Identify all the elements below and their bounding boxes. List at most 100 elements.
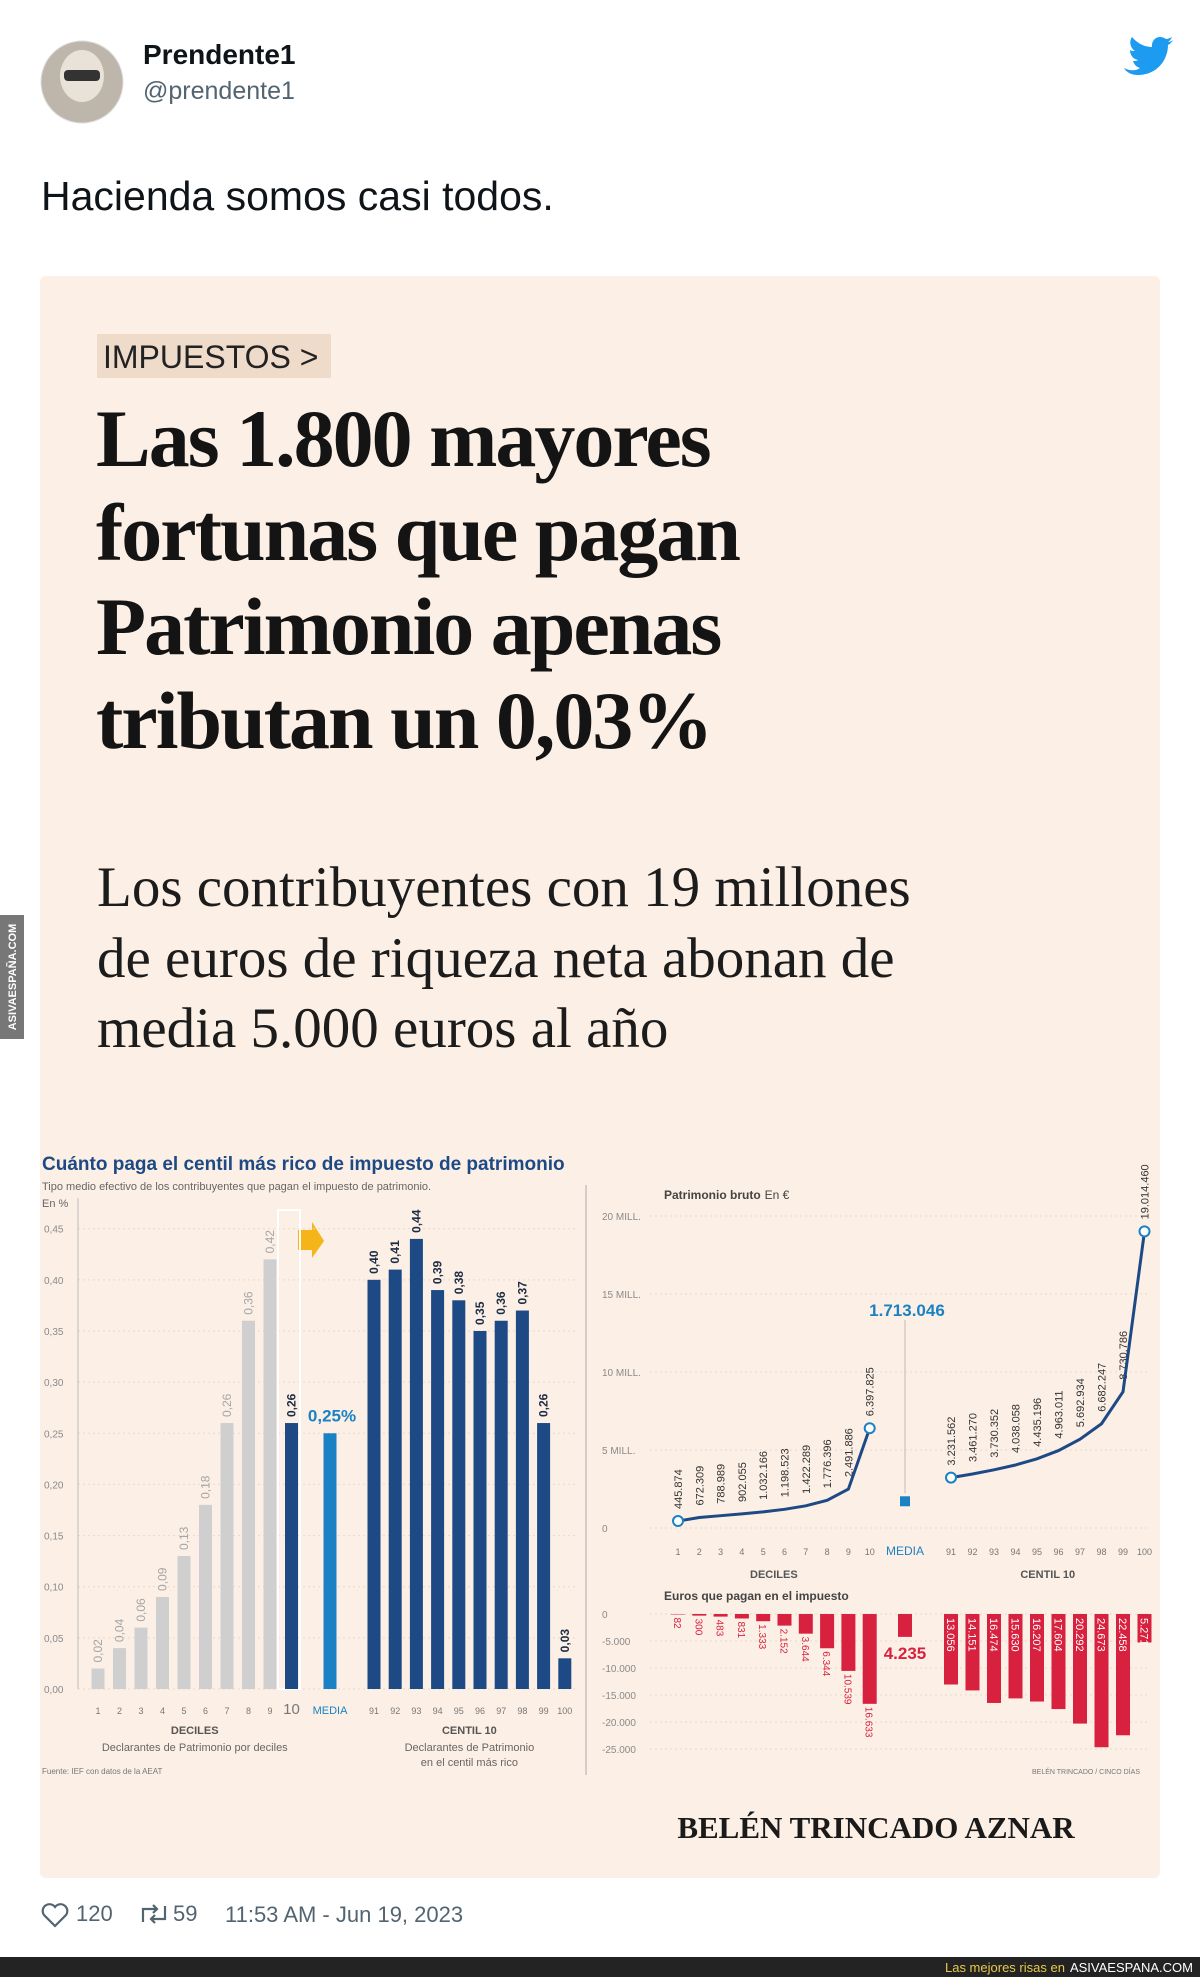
end-point (945, 1471, 957, 1484)
x-tick-label: 7 (803, 1547, 808, 1557)
bar (388, 1269, 402, 1689)
x-tick-label: 8 (246, 1706, 251, 1716)
subtitle: Los contribuyentes con 19 millones de eu… (97, 856, 911, 1060)
y-tick-label: 0,45 (44, 1225, 64, 1236)
value-label: 0,44 (409, 1209, 423, 1233)
x-tick-label: 10 (865, 1547, 875, 1557)
value-label: 3.730.352 (989, 1409, 1001, 1458)
end-point (863, 1422, 876, 1435)
y-tick-label: -20.000 (602, 1718, 636, 1729)
like-icon[interactable] (41, 1903, 69, 1928)
y-tick-label: -10.000 (602, 1664, 636, 1675)
headline-line: Las 1.800 mayores (96, 393, 710, 484)
group-caption: en el centil más rico (421, 1757, 518, 1769)
bar (431, 1290, 445, 1689)
bar (756, 1614, 771, 1622)
tweet-image[interactable] (40, 276, 1160, 1878)
value-label: 0,41 (388, 1240, 402, 1264)
x-tick-label: 3 (718, 1547, 723, 1557)
y-tick-label: -15.000 (602, 1691, 636, 1702)
x-tick-label: 98 (517, 1706, 527, 1716)
value-label: 24.673 (1095, 1618, 1107, 1652)
bar (134, 1627, 148, 1689)
y-tick-label: 0 (602, 1524, 608, 1535)
value-label: 4.038.058 (1011, 1404, 1023, 1453)
y-tick-label: 20 MILL. (602, 1212, 641, 1223)
y-tick-label: 0 (602, 1610, 608, 1621)
x-tick-label: 94 (433, 1706, 443, 1716)
source: Fuente: IEF con datos de la AEAT (42, 1767, 162, 1776)
bar (862, 1614, 877, 1704)
value-label: 4.963.011 (1054, 1390, 1066, 1438)
bar (1008, 1614, 1023, 1699)
bar (898, 1614, 912, 1637)
x-tick-label: 5 (761, 1547, 766, 1557)
footer-site[interactable]: ASIVAESPANA.COM (1070, 1960, 1193, 1975)
byline: BELÉN TRINCADO AZNAR (677, 1810, 1075, 1845)
x-tick-label: 6 (782, 1547, 787, 1557)
x-tick-label: 97 (496, 1706, 506, 1716)
x-tick-label: 95 (454, 1706, 464, 1716)
arrow (298, 1222, 324, 1258)
x-tick-label: 5 (181, 1706, 186, 1716)
value-label: 3.461.270 (968, 1413, 980, 1462)
value-label: 10.539 (841, 1674, 852, 1705)
bar (841, 1614, 856, 1671)
timestamp[interactable]: 11:53 AM - Jun 19, 2023 (225, 1902, 463, 1927)
x-tick-label: 2 (697, 1547, 702, 1557)
value-label: 1.776.396 (822, 1439, 834, 1488)
watermark: ASIVAESPAÑA.COM (6, 924, 19, 1031)
value-label: 300 (692, 1619, 703, 1636)
x-tick-label: 7 (224, 1706, 229, 1716)
user-name[interactable]: Prendente1 (143, 39, 296, 70)
x-tick-label: 95 (1032, 1547, 1042, 1557)
footer-text: Las mejores risas en (945, 1960, 1065, 1975)
x-tick-label: 6 (203, 1706, 208, 1716)
x-tick-label: 4 (160, 1706, 165, 1716)
chart-title: Patrimonio bruto (664, 1188, 761, 1202)
value-label: 445.874 (673, 1469, 685, 1509)
value-label: 0,36 (242, 1291, 256, 1315)
subtitle-line: de euros de riqueza neta abonan de (97, 927, 895, 990)
group-label: CENTIL 10 (1020, 1569, 1075, 1581)
bar (177, 1556, 191, 1689)
bar (798, 1614, 813, 1634)
bar (156, 1596, 169, 1689)
value-label: 1.032.166 (758, 1451, 770, 1500)
x-tick-label: 100 (1137, 1547, 1152, 1557)
bar (473, 1330, 487, 1689)
user-handle[interactable]: @prendente1 (143, 77, 295, 105)
value-label: 17.604 (1052, 1618, 1064, 1652)
y-tick-label: 0,25 (44, 1429, 64, 1440)
value-label: 0,18 (199, 1475, 213, 1499)
group-caption: Declarantes de Patrimonio (405, 1742, 535, 1754)
group-caption: Declarantes de Patrimonio por deciles (102, 1742, 288, 1754)
x-tick-label: 96 (1053, 1547, 1063, 1557)
bar (1051, 1614, 1066, 1710)
headline: Las 1.800 mayores fortunas que pagan Pat… (96, 393, 742, 766)
headline-line: tributan un 0,03% (96, 675, 711, 766)
bar (199, 1504, 212, 1689)
y-tick-label: 0,15 (44, 1532, 64, 1543)
x-tick-label: 1 (675, 1547, 680, 1557)
value-label: 0,39 (431, 1260, 445, 1284)
x-tick-label: 91 (369, 1706, 379, 1716)
bar (692, 1614, 707, 1616)
end-point (672, 1515, 684, 1528)
bar (713, 1614, 728, 1617)
x-tick-label: 96 (475, 1706, 485, 1716)
bar (91, 1668, 105, 1689)
value-label: 3.644 (799, 1637, 810, 1662)
twitter-logo[interactable] (1124, 36, 1173, 75)
x-tick-label: 9 (267, 1706, 272, 1716)
headline-line: Patrimonio apenas (96, 581, 720, 672)
marker (900, 1496, 910, 1507)
x-tick-label: 100 (557, 1706, 572, 1716)
value-label: 4.235 (884, 1644, 927, 1663)
value-label: 16.633 (863, 1707, 874, 1738)
bar (452, 1300, 466, 1689)
value-label: 0,03 (558, 1629, 572, 1653)
retweet-icon[interactable] (141, 1904, 167, 1924)
x-tick-label: 10 (283, 1701, 300, 1718)
